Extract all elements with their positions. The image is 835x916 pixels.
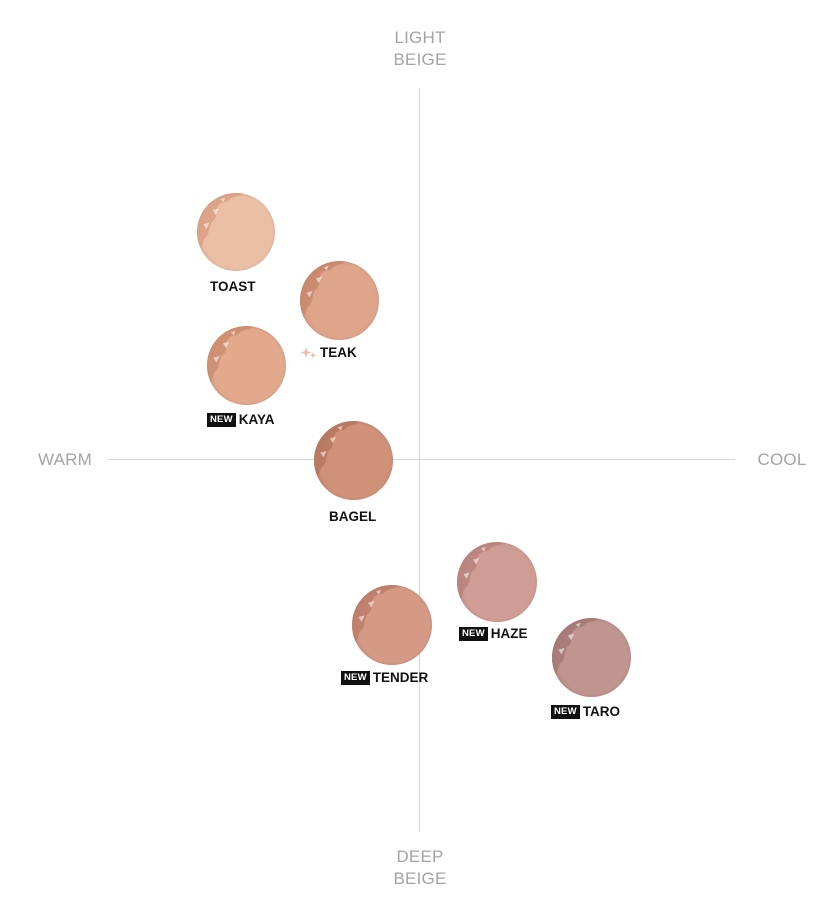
shade-label-kaya: NEW KAYA — [207, 412, 275, 428]
new-badge: NEW — [341, 671, 370, 685]
powder-texture — [552, 618, 600, 679]
axis-label-deep-beige: DEEP BEIGE — [393, 847, 447, 888]
shade-name: TEAK — [320, 345, 357, 360]
sparkle-icon — [300, 347, 317, 359]
new-badge: NEW — [551, 705, 580, 719]
new-badge: NEW — [207, 413, 236, 427]
shade-label-haze: NEW HAZE — [459, 626, 528, 642]
powder-texture — [207, 326, 255, 387]
swatch-taro[interactable] — [552, 618, 631, 697]
shade-name: TARO — [582, 704, 621, 719]
shade-name: HAZE — [490, 626, 528, 641]
shade-label-teak: TEAK — [300, 345, 357, 361]
axis-label-light-beige: LIGHT BEIGE — [393, 28, 447, 69]
shade-name: BAGEL — [329, 509, 377, 524]
powder-texture — [457, 542, 505, 603]
horizontal-axis — [108, 459, 735, 460]
shade-label-taro: NEW TARO — [551, 704, 620, 720]
shade-name: TENDER — [372, 670, 429, 685]
swatch-teak[interactable] — [300, 261, 379, 340]
powder-texture — [314, 421, 362, 482]
swatch-haze[interactable] — [457, 542, 537, 622]
swatch-tender[interactable] — [352, 585, 432, 665]
powder-texture — [352, 585, 400, 646]
shade-name: TOAST — [210, 279, 256, 294]
swatch-bagel[interactable] — [314, 421, 393, 500]
vertical-axis — [419, 88, 420, 832]
swatch-toast[interactable] — [197, 193, 275, 271]
powder-texture — [300, 261, 348, 322]
axis-label-cool: COOL — [757, 450, 807, 469]
shade-label-bagel: BAGEL — [329, 509, 376, 525]
swatch-kaya[interactable] — [207, 326, 286, 405]
shade-name: KAYA — [238, 412, 275, 427]
new-badge: NEW — [459, 627, 488, 641]
axis-label-warm: WARM — [38, 450, 92, 469]
shade-label-toast: TOAST — [210, 279, 256, 295]
powder-texture — [197, 193, 244, 253]
shade-label-tender: NEW TENDER — [341, 670, 428, 686]
